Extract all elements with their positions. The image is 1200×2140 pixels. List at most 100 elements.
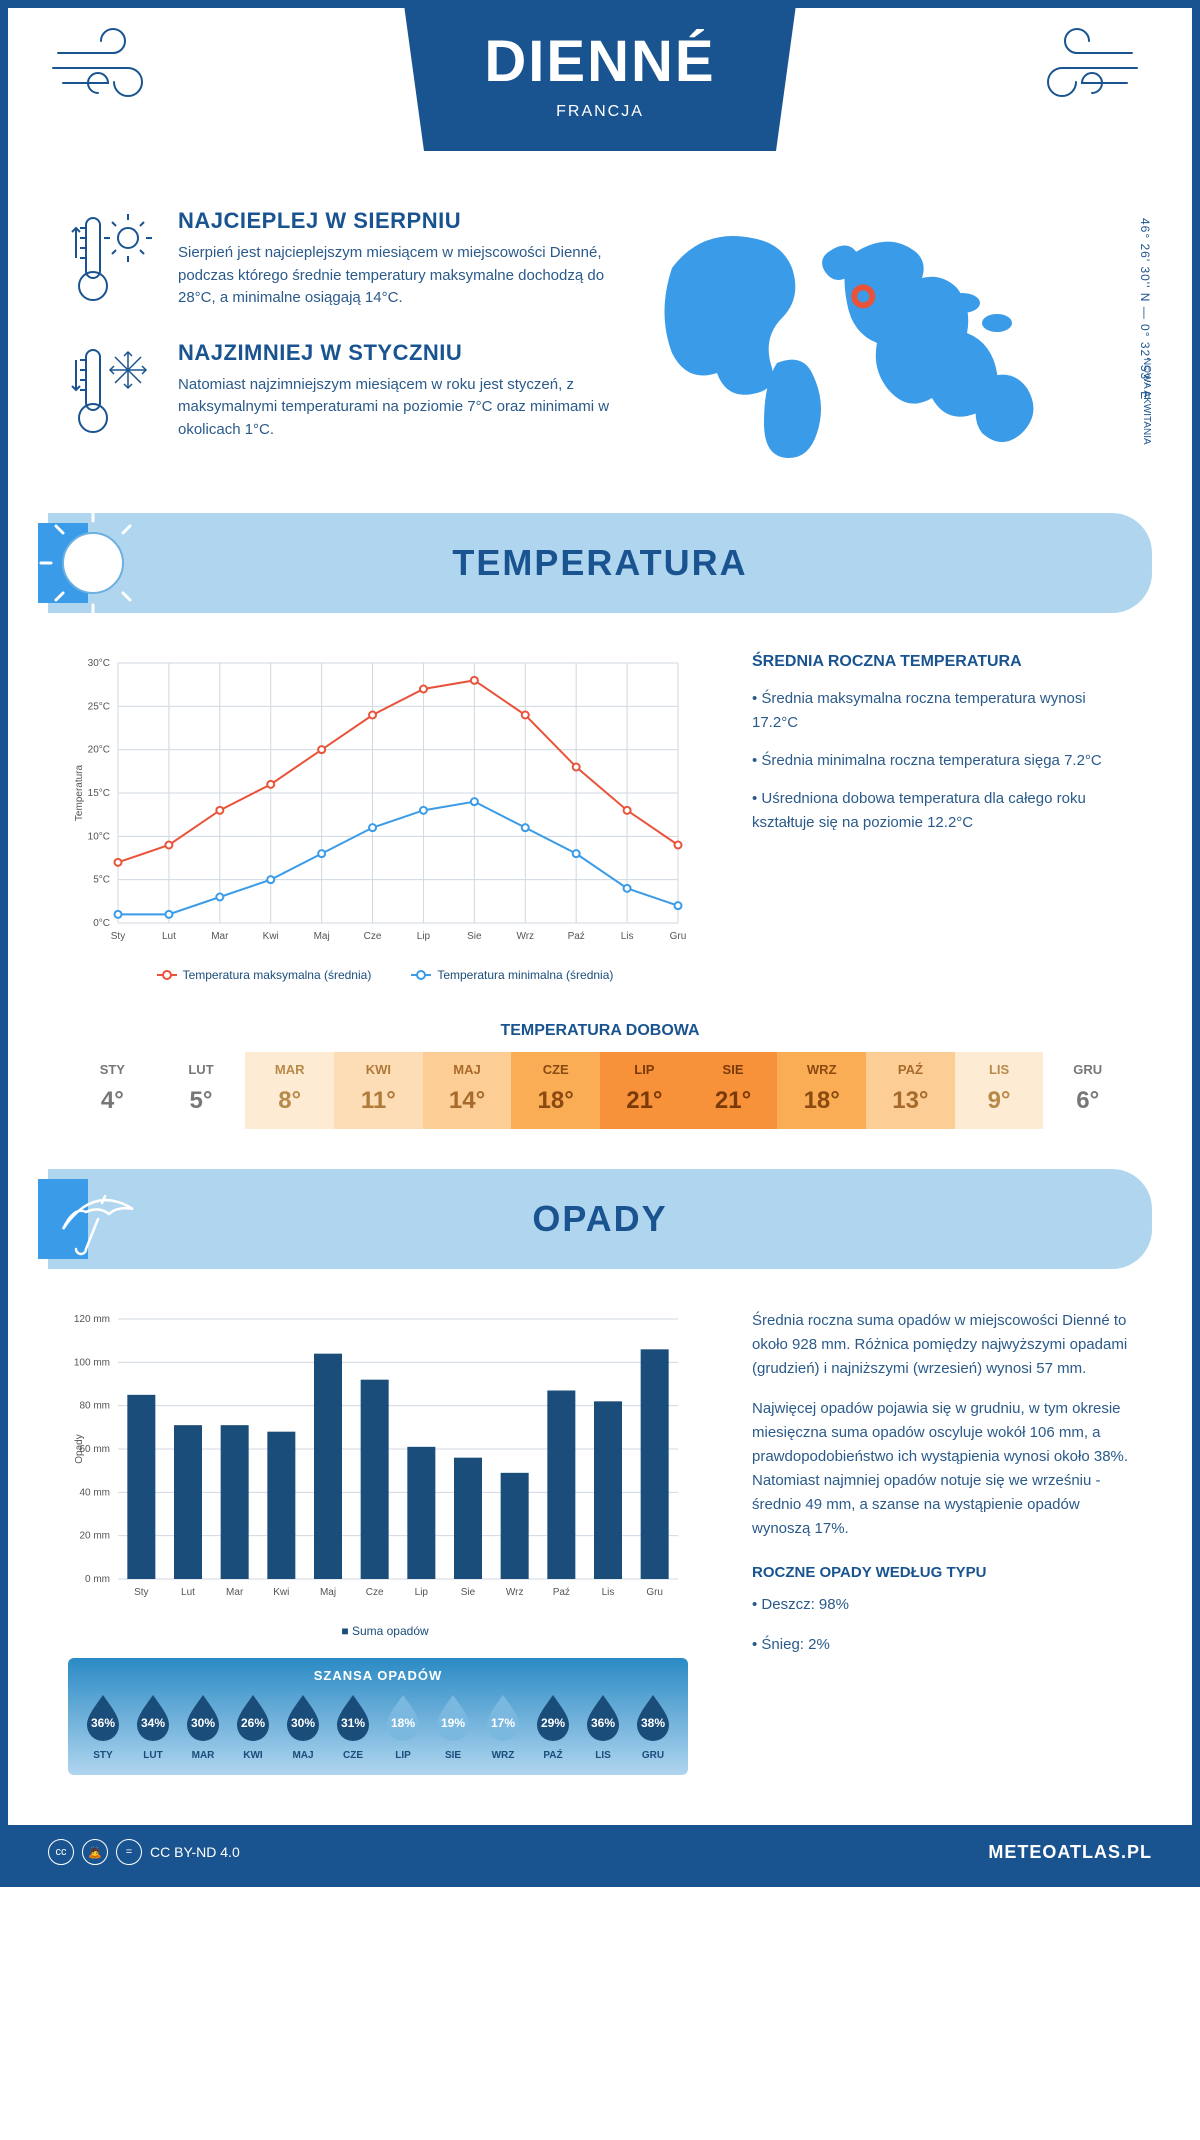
thermometer-snow-icon bbox=[68, 340, 158, 440]
svg-text:Sie: Sie bbox=[467, 931, 482, 942]
legend-min: Temperatura minimalna (średnia) bbox=[411, 968, 613, 982]
svg-text:Lut: Lut bbox=[162, 931, 176, 942]
wind-decoration-left bbox=[48, 28, 168, 108]
daily-temp-cell: LIP21° bbox=[600, 1052, 689, 1129]
svg-text:17%: 17% bbox=[491, 1716, 515, 1730]
svg-text:20°C: 20°C bbox=[88, 745, 110, 756]
by-icon: 🙇 bbox=[82, 1839, 108, 1865]
precip-snow: • Śnieg: 2% bbox=[752, 1633, 1132, 1657]
site-brand: METEOATLAS.PL bbox=[988, 1842, 1152, 1863]
daily-temp-cell: GRU6° bbox=[1043, 1052, 1132, 1129]
svg-text:38%: 38% bbox=[641, 1716, 665, 1730]
coldest-title: NAJZIMNIEJ W STYCZNIU bbox=[178, 340, 612, 366]
svg-text:Temperatura: Temperatura bbox=[74, 764, 85, 821]
temperature-heading: TEMPERATURA bbox=[48, 542, 1152, 584]
chance-drop: 34%LUT bbox=[133, 1691, 173, 1761]
daily-temp-cell: CZE18° bbox=[511, 1052, 600, 1129]
temperature-body: 0°C5°C10°C15°C20°C25°C30°CStyLutMarKwiMa… bbox=[8, 613, 1192, 1002]
svg-text:Lis: Lis bbox=[621, 931, 634, 942]
chance-title: SZANSA OPADÓW bbox=[68, 1668, 688, 1683]
svg-text:Opady: Opady bbox=[74, 1434, 85, 1463]
svg-text:Wrz: Wrz bbox=[506, 1587, 524, 1598]
svg-text:40 mm: 40 mm bbox=[79, 1487, 110, 1498]
svg-text:29%: 29% bbox=[541, 1716, 565, 1730]
chance-drop: 26%KWI bbox=[233, 1691, 273, 1761]
svg-text:Cze: Cze bbox=[366, 1587, 384, 1598]
region-label: NOWA AKWITANIA bbox=[1141, 358, 1152, 445]
svg-text:Paź: Paź bbox=[553, 1587, 570, 1598]
svg-text:36%: 36% bbox=[591, 1716, 615, 1730]
chance-drop: 36%STY bbox=[83, 1691, 123, 1761]
thermometer-sun-icon bbox=[68, 208, 158, 308]
svg-text:Kwi: Kwi bbox=[263, 931, 279, 942]
precip-paragraph-2: Najwięcej opadów pojawia się w grudniu, … bbox=[752, 1397, 1132, 1541]
precip-chart-wrap: 0 mm20 mm40 mm60 mm80 mm100 mm120 mmStyL… bbox=[68, 1309, 702, 1775]
svg-text:10°C: 10°C bbox=[88, 831, 110, 842]
precip-paragraph-1: Średnia roczna suma opadów w miejscowośc… bbox=[752, 1309, 1132, 1381]
daily-temp-row: STY4°LUT5°MAR8°KWI11°MAJ14°CZE18°LIP21°S… bbox=[68, 1052, 1132, 1129]
temperature-chart-wrap: 0°C5°C10°C15°C20°C25°C30°CStyLutMarKwiMa… bbox=[68, 653, 702, 982]
daily-temp-cell: MAR8° bbox=[245, 1052, 334, 1129]
license-block: cc 🙇 = CC BY-ND 4.0 bbox=[48, 1839, 240, 1865]
svg-text:Maj: Maj bbox=[320, 1587, 336, 1598]
svg-text:Sty: Sty bbox=[134, 1587, 148, 1598]
chance-drop: 30%MAJ bbox=[283, 1691, 323, 1761]
svg-text:Sie: Sie bbox=[461, 1587, 476, 1598]
temperature-stats-title: ŚREDNIA ROCZNA TEMPERATURA bbox=[752, 653, 1132, 671]
svg-text:5°C: 5°C bbox=[93, 875, 110, 886]
daily-temp-cell: KWI11° bbox=[334, 1052, 423, 1129]
precip-bar-chart: 0 mm20 mm40 mm60 mm80 mm100 mm120 mmStyL… bbox=[68, 1309, 688, 1609]
legend-max: Temperatura maksymalna (średnia) bbox=[157, 968, 372, 982]
svg-text:Paź: Paź bbox=[568, 931, 585, 942]
svg-text:0 mm: 0 mm bbox=[85, 1574, 110, 1585]
svg-text:0°C: 0°C bbox=[93, 918, 110, 929]
warmest-fact: NAJCIEPLEJ W SIERPNIU Sierpień jest najc… bbox=[68, 208, 612, 310]
chance-drop: 30%MAR bbox=[183, 1691, 223, 1761]
svg-text:26%: 26% bbox=[241, 1716, 265, 1730]
chance-drop: 29%PAŹ bbox=[533, 1691, 573, 1761]
daily-temp-cell: MAJ14° bbox=[423, 1052, 512, 1129]
country-subtitle: FRANCJA bbox=[484, 103, 715, 121]
temperature-line-chart: 0°C5°C10°C15°C20°C25°C30°CStyLutMarKwiMa… bbox=[68, 653, 688, 953]
license-text: CC BY-ND 4.0 bbox=[150, 1844, 240, 1860]
precip-heading: OPADY bbox=[48, 1198, 1152, 1240]
coldest-fact: NAJZIMNIEJ W STYCZNIU Natomiast najzimni… bbox=[68, 340, 612, 442]
legend-min-label: Temperatura minimalna (średnia) bbox=[437, 968, 613, 982]
svg-text:30%: 30% bbox=[191, 1716, 215, 1730]
precip-by-type-title: ROCZNE OPADY WEDŁUG TYPU bbox=[752, 1561, 1132, 1585]
svg-text:120 mm: 120 mm bbox=[74, 1314, 110, 1325]
chance-drop: 18%LIP bbox=[383, 1691, 423, 1761]
svg-text:34%: 34% bbox=[141, 1716, 165, 1730]
umbrella-icon bbox=[38, 1159, 158, 1279]
header: DIENNÉ FRANCJA bbox=[8, 8, 1192, 208]
world-map-panel: 46° 26' 30'' N — 0° 32' 53'' E NOWA AKWI… bbox=[652, 208, 1132, 473]
svg-text:18%: 18% bbox=[391, 1716, 415, 1730]
precip-banner: OPADY bbox=[48, 1169, 1152, 1269]
svg-text:30°C: 30°C bbox=[88, 658, 110, 669]
intro-section: NAJCIEPLEJ W SIERPNIU Sierpień jest najc… bbox=[8, 208, 1192, 513]
daily-temp-cell: LIS9° bbox=[955, 1052, 1044, 1129]
svg-text:Lip: Lip bbox=[415, 1587, 429, 1598]
svg-text:Mar: Mar bbox=[211, 931, 229, 942]
precip-legend-label: Suma opadów bbox=[341, 1624, 428, 1638]
svg-text:Lip: Lip bbox=[417, 931, 431, 942]
cc-icon: cc bbox=[48, 1839, 74, 1865]
legend-max-label: Temperatura maksymalna (średnia) bbox=[183, 968, 372, 982]
chance-drops-row: 36%STY34%LUT30%MAR26%KWI30%MAJ31%CZE18%L… bbox=[68, 1691, 688, 1761]
precip-text: Średnia roczna suma opadów w miejscowośc… bbox=[752, 1309, 1132, 1775]
daily-temp-cell: SIE21° bbox=[689, 1052, 778, 1129]
svg-text:30%: 30% bbox=[291, 1716, 315, 1730]
world-map-icon bbox=[652, 208, 1092, 468]
svg-text:Cze: Cze bbox=[364, 931, 382, 942]
sun-icon bbox=[38, 503, 158, 623]
climate-facts: NAJCIEPLEJ W SIERPNIU Sierpień jest najc… bbox=[68, 208, 612, 473]
svg-text:19%: 19% bbox=[441, 1716, 465, 1730]
temperature-banner: TEMPERATURA bbox=[48, 513, 1152, 613]
svg-text:80 mm: 80 mm bbox=[79, 1401, 110, 1412]
svg-text:Maj: Maj bbox=[314, 931, 330, 942]
svg-text:15°C: 15°C bbox=[88, 788, 110, 799]
svg-text:Lut: Lut bbox=[181, 1587, 195, 1598]
precip-chance-panel: SZANSA OPADÓW 36%STY34%LUT30%MAR26%KWI30… bbox=[68, 1658, 688, 1775]
precip-rain: • Deszcz: 98% bbox=[752, 1593, 1132, 1617]
wind-decoration-right bbox=[1022, 28, 1142, 108]
